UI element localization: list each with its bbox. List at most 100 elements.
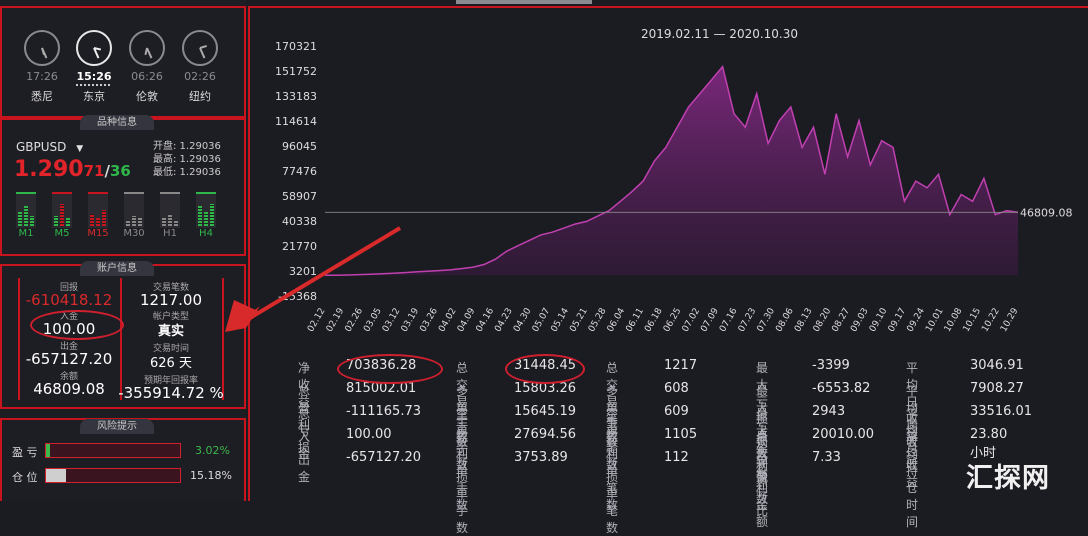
equity-area (325, 66, 1018, 276)
x-tick-label: 09.03 (849, 307, 871, 334)
signal-bar-segment (24, 206, 28, 226)
stat-value: 7908.27 (970, 381, 1024, 396)
x-tick-label: 05.07 (531, 307, 553, 334)
signal-bar-segment (54, 216, 58, 226)
stat-value: 7.33 (812, 450, 841, 465)
x-tick-label: 08.27 (830, 307, 852, 334)
stat-label: 总盈亏比 (756, 453, 769, 518)
stat-value: -657127.20 (346, 450, 421, 465)
clock-time: 17:26 (26, 70, 58, 83)
signal-bar[interactable] (16, 192, 36, 228)
symbol-selector[interactable]: GBPUSD ▼ (16, 140, 83, 154)
account-right-col: 交易笔数 1217.00 帐户类型 真实 交易时间 626 天 预期年回报率 -… (118, 280, 224, 402)
top-tab-indicator[interactable] (456, 0, 592, 4)
position-bar (45, 468, 181, 483)
stat-value: 2943 (812, 404, 846, 419)
stat-value: 3046.91 (970, 358, 1024, 373)
timeframe-label[interactable]: H4 (199, 228, 213, 239)
clock-city[interactable]: 东京 (83, 90, 105, 103)
stat-value: 20010.00 (812, 427, 875, 442)
clock-icon (76, 30, 112, 66)
clock-time: 15:26 (76, 70, 112, 83)
stat-label: 空单手数 (456, 407, 469, 472)
stat-value: 112 (664, 450, 689, 465)
stat-label: 总盈利 (298, 384, 311, 432)
trade-time-label: 交易时间 (152, 344, 189, 354)
stat-label: 平均日收益 (906, 361, 919, 443)
stat-value: 33516.01 (970, 404, 1033, 419)
signal-bar-segment (132, 216, 136, 226)
price-ask: 36 (109, 162, 131, 180)
y-tick-label: 77476 (282, 165, 317, 178)
pnl-value: -610418.12 (25, 291, 113, 309)
signal-bar[interactable] (160, 192, 180, 228)
timeframe-label[interactable]: M30 (123, 228, 145, 239)
account-type-label: 帐户类型 (152, 312, 189, 322)
timeframe-label[interactable]: M1 (18, 228, 34, 239)
clock-icon (182, 30, 218, 66)
y-tick-label: 170321 (275, 40, 317, 53)
stat-label: 出金 (298, 453, 311, 484)
profit-bar-fill (46, 444, 51, 457)
account-type-value: 真实 (157, 324, 184, 339)
stat-label: 多单笔数 (606, 384, 619, 449)
account-right-box (120, 278, 224, 400)
trades-value: 1217.00 (139, 291, 203, 309)
clock-city[interactable]: 悉尼 (31, 90, 53, 103)
clock-city[interactable]: 伦敦 (136, 90, 158, 103)
position-bar-fill (46, 469, 67, 482)
signal-bar-segment (90, 214, 94, 226)
clock-time: 02:26 (184, 70, 216, 83)
clock-city[interactable]: 纽约 (189, 90, 211, 103)
signal-bar-segment (162, 218, 166, 226)
annual-return-label: 预期年回报率 (143, 376, 198, 386)
withdraw-label: 出金 (59, 342, 78, 352)
chevron-down-icon: ▼ (76, 144, 84, 154)
price-bid: 71 (83, 162, 105, 180)
signal-bar[interactable] (52, 192, 72, 228)
stat-value: -6553.82 (812, 381, 871, 396)
stat-label: 平均周收益 (906, 384, 919, 466)
signal-bar[interactable] (196, 192, 216, 228)
y-tick-label: 3201 (289, 265, 317, 278)
stat-label: 总交易手数 (456, 361, 469, 443)
stat-value: 100.00 (346, 427, 392, 442)
stat-label: 净收益 (298, 361, 311, 409)
clock-icon (129, 30, 165, 66)
stat-value: -111165.73 (346, 404, 421, 419)
timeframe-label[interactable]: M5 (54, 228, 70, 239)
x-tick-label: 06.25 (662, 307, 684, 334)
profit-pct: 3.02% (195, 444, 230, 457)
y-tick-label: 21770 (282, 240, 317, 253)
signal-bar-segment (138, 218, 142, 226)
signal-bar[interactable] (124, 192, 144, 228)
stat-label: 总亏损 (298, 407, 311, 455)
trade-time-value: 626 天 (150, 356, 192, 371)
y-tick-label: 133183 (275, 90, 317, 103)
balance-value: 46809.08 (33, 380, 105, 398)
last-value-label: 46809.08 (1020, 206, 1073, 219)
timeframe-label[interactable]: H1 (163, 228, 177, 239)
symbol-section-title: 品种信息 (80, 115, 154, 130)
stat-value: 1217 (664, 358, 698, 373)
stat-value: 1105 (664, 427, 698, 442)
chart-title: 2019.02.11 — 2020.10.30 (641, 27, 798, 41)
open-price: 开盘: 1.29036 (153, 141, 221, 152)
timeframe-label[interactable]: M15 (87, 228, 109, 239)
y-tick-label: 58907 (282, 190, 317, 203)
highlight-net-profit (337, 354, 443, 384)
x-tick-label: 10.22 (980, 307, 1002, 334)
profit-label: 盈 亏 (12, 446, 38, 459)
stat-label: 空单笔数 (606, 407, 619, 472)
signal-bar-segment (168, 214, 172, 226)
trades-label: 交易笔数 (152, 283, 189, 293)
signal-bar-segment (96, 218, 100, 226)
highlight-total-lots (505, 354, 585, 384)
signal-bar[interactable] (88, 192, 108, 228)
price-quote: 1.29071/36 (14, 157, 131, 182)
y-tick-label: 40338 (282, 215, 317, 228)
withdraw-value: -657127.20 (25, 350, 113, 368)
symbol-name: GBPUSD (16, 140, 67, 154)
stat-value: 609 (664, 404, 689, 419)
stat-value: 815002.01 (346, 381, 417, 396)
